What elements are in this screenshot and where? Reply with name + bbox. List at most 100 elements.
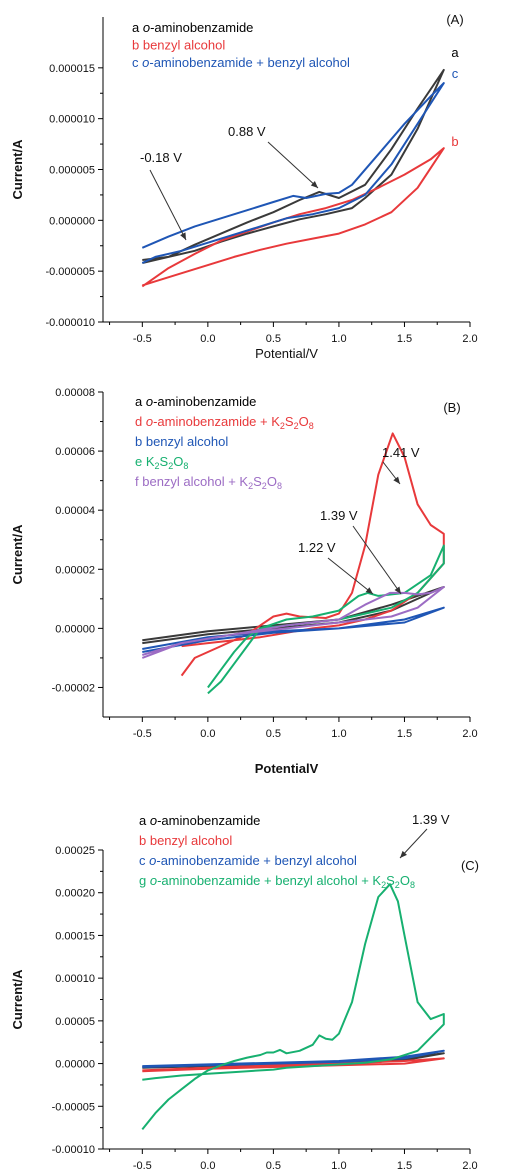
x-axis-label: Potential/V bbox=[255, 346, 318, 361]
legend-text: S bbox=[386, 873, 395, 888]
curve-label-b: b bbox=[451, 134, 458, 149]
x-tick-label: -0.5 bbox=[133, 728, 152, 740]
panel-label: (C) bbox=[461, 858, 479, 873]
series-line-g bbox=[141, 883, 445, 1131]
annotation-arrow bbox=[352, 525, 402, 595]
y-tick-label: -0.000005 bbox=[45, 266, 95, 278]
legend-key: b bbox=[132, 38, 143, 53]
x-tick-label: 1.5 bbox=[397, 1160, 412, 1172]
peak-annotation: 1.39 V bbox=[320, 508, 358, 523]
y-tick-label: 0.00004 bbox=[55, 505, 95, 517]
x-tick-label: 2.0 bbox=[462, 333, 477, 345]
legend-text: O bbox=[173, 454, 183, 469]
y-axis-label: Current/A bbox=[10, 139, 25, 200]
x-tick-label: 0.5 bbox=[266, 728, 281, 740]
annotation-arrow bbox=[267, 141, 319, 189]
legend-text: benzyl alcohol bbox=[146, 434, 228, 449]
legend-text: o bbox=[142, 55, 149, 70]
y-tick-label: 0.00005 bbox=[55, 1016, 95, 1028]
legend-entry-g: g o-aminobenzamide + benzyl alcohol + K2… bbox=[139, 873, 415, 890]
y-tick-label: -0.000010 bbox=[45, 317, 95, 329]
arrow-head-icon bbox=[393, 476, 400, 484]
y-tick-label: 0.00008 bbox=[55, 387, 95, 399]
legend-text: o bbox=[146, 414, 153, 429]
y-tick-label: -0.00010 bbox=[52, 1144, 95, 1156]
legend-text: K bbox=[146, 454, 155, 469]
x-tick-label: 1.5 bbox=[397, 333, 412, 345]
legend-text: o bbox=[150, 813, 157, 828]
series-line-b bbox=[142, 1057, 445, 1073]
legend-text: O bbox=[267, 474, 277, 489]
y-tick-label: 0.00000 bbox=[55, 623, 95, 635]
legend-key: c bbox=[132, 55, 142, 70]
y-tick-label: 0.000005 bbox=[49, 165, 95, 177]
y-axis-label: Current/A bbox=[10, 969, 25, 1030]
legend-text: 2 bbox=[381, 880, 386, 890]
legend-entry-f: f benzyl alcohol + K2S2O8 bbox=[135, 474, 282, 491]
legend-key: f bbox=[135, 474, 142, 489]
arrow-head-icon bbox=[394, 586, 401, 594]
legend-text: -aminobenzamide + benzyl alcohol bbox=[149, 55, 350, 70]
x-tick-label: 0.0 bbox=[200, 1160, 215, 1172]
legend-text: 2 bbox=[168, 461, 173, 471]
series-line-c bbox=[141, 82, 445, 264]
legend-entry-b: b benzyl alcohol bbox=[139, 833, 232, 848]
peak-annotation: 1.41 V bbox=[382, 445, 420, 460]
arrow-head-icon bbox=[365, 587, 373, 594]
legend-text: benzyl alcohol bbox=[143, 38, 225, 53]
legend-key: a bbox=[135, 394, 146, 409]
legend-key: b bbox=[135, 434, 146, 449]
legend-text: o bbox=[149, 853, 156, 868]
curve-label-c: c bbox=[452, 66, 459, 81]
x-axis-label: PotentialV bbox=[255, 761, 319, 776]
y-tick-label: 0.00006 bbox=[55, 446, 95, 458]
legend-text: -aminobenzamide bbox=[150, 20, 253, 35]
legend-text: S bbox=[285, 414, 294, 429]
arrow-head-icon bbox=[310, 181, 318, 188]
x-tick-label: 1.0 bbox=[331, 728, 346, 740]
chart-panel-1: -0.000010 -0.000005 0.000000 0.000005 0.0000… bbox=[10, 12, 478, 361]
legend-key: e bbox=[135, 454, 146, 469]
legend-key: g bbox=[139, 873, 150, 888]
legend-text: -aminobenzamide bbox=[157, 813, 260, 828]
series-line-f bbox=[141, 586, 445, 659]
peak-annotation: -0.18 V bbox=[140, 150, 182, 165]
legend-text: S bbox=[160, 454, 169, 469]
legend-text: o bbox=[143, 20, 150, 35]
series-line-a bbox=[142, 68, 445, 264]
legend-entry-b: b benzyl alcohol bbox=[135, 434, 228, 449]
legend-text: o bbox=[146, 394, 153, 409]
y-tick-label: 0.000015 bbox=[49, 63, 95, 75]
y-tick-label: 0.00002 bbox=[55, 564, 95, 576]
legend-key: b bbox=[139, 833, 150, 848]
panel-label: (A) bbox=[446, 12, 463, 27]
annotation-arrow bbox=[327, 557, 374, 595]
x-tick-label: 1.0 bbox=[331, 333, 346, 345]
y-tick-label: 0.00015 bbox=[55, 930, 95, 942]
legend-text: -aminobenzamide + benzyl alcohol bbox=[156, 853, 357, 868]
x-tick-label: 2.0 bbox=[462, 728, 477, 740]
annotation-arrow bbox=[149, 169, 187, 241]
x-tick-label: 0.5 bbox=[266, 333, 281, 345]
y-tick-label: 0.00010 bbox=[55, 973, 95, 985]
series-line-e bbox=[207, 544, 445, 695]
x-tick-label: -0.5 bbox=[133, 333, 152, 345]
y-tick-label: -0.00005 bbox=[52, 1101, 95, 1113]
y-tick-label: 0.00025 bbox=[55, 845, 95, 857]
x-tick-label: -0.5 bbox=[133, 1160, 152, 1172]
y-axis-label: Current/A bbox=[10, 524, 25, 585]
legend-text: 8 bbox=[277, 481, 282, 491]
legend-text: benzyl alcohol + K bbox=[142, 474, 248, 489]
series-line-c bbox=[142, 1049, 445, 1068]
legend-text: -aminobenzamide + K bbox=[153, 414, 280, 429]
y-tick-label: -0.00002 bbox=[52, 682, 95, 694]
legend-text: 2 bbox=[280, 421, 285, 431]
y-tick-label: 0.00020 bbox=[55, 888, 95, 900]
curve-label-a: a bbox=[451, 45, 459, 60]
legend-entry-a: a o-aminobenzamide bbox=[135, 394, 256, 409]
arrow-head-icon bbox=[400, 850, 407, 858]
legend-text: 2 bbox=[294, 421, 299, 431]
legend-key: a bbox=[132, 20, 143, 35]
arrow-head-icon bbox=[180, 232, 186, 240]
